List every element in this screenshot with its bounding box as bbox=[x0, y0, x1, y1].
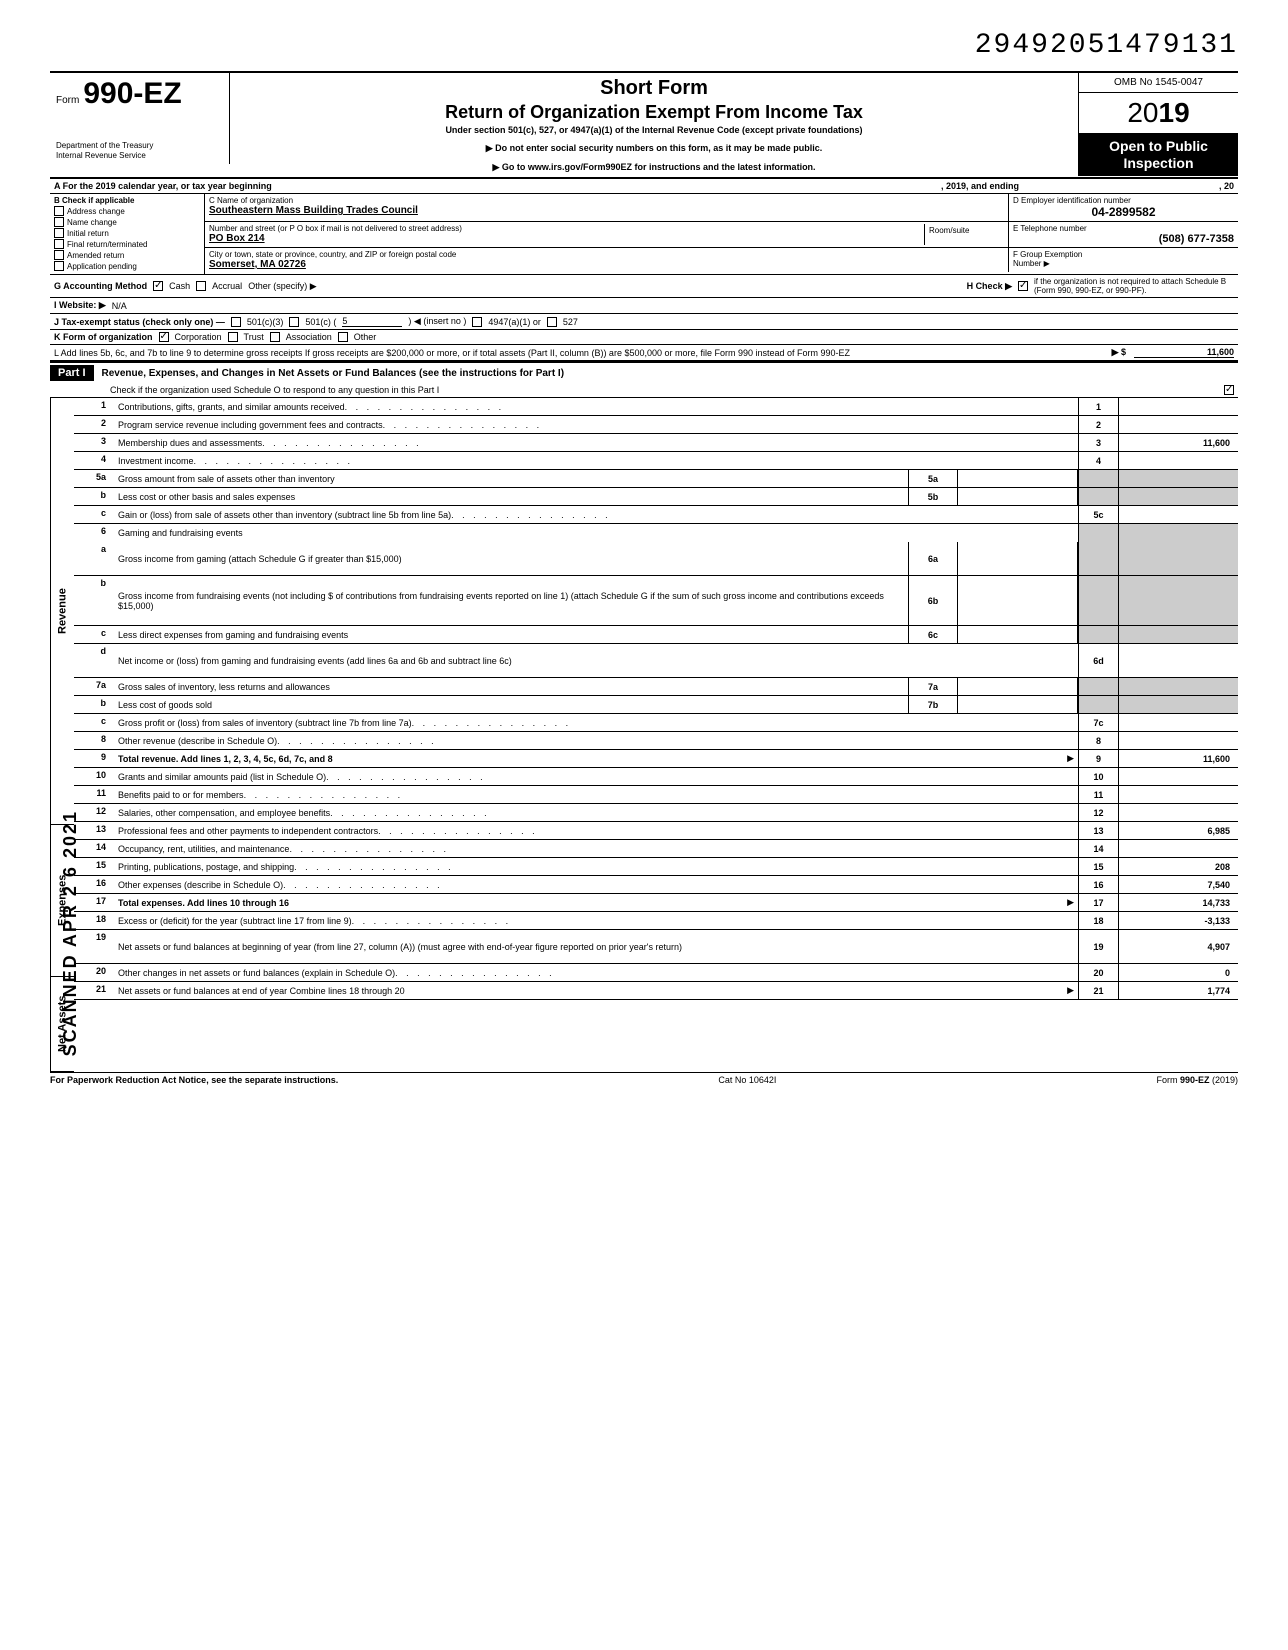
checkbox-cash[interactable] bbox=[153, 281, 163, 291]
city-label: City or town, state or province, country… bbox=[209, 250, 1004, 259]
line-7a: 7aGross sales of inventory, less returns… bbox=[74, 678, 1238, 696]
checkbox-address-change[interactable] bbox=[54, 206, 64, 216]
line-l-gross-receipts: L Add lines 5b, 6c, and 7b to line 9 to … bbox=[50, 345, 1238, 361]
return-title: Return of Organization Exempt From Incom… bbox=[238, 102, 1070, 123]
line-6c: cLess direct expenses from gaming and fu… bbox=[74, 626, 1238, 644]
line-2: 2Program service revenue including gover… bbox=[74, 416, 1238, 434]
line-4: 4Investment income4 bbox=[74, 452, 1238, 470]
checkbox-corporation[interactable] bbox=[159, 332, 169, 342]
line-j-tax-status: J Tax-exempt status (check only one) — 5… bbox=[50, 314, 1238, 330]
form-header: Form 990-EZ Department of the Treasury I… bbox=[50, 71, 1238, 179]
line-7c: cGross profit or (loss) from sales of in… bbox=[74, 714, 1238, 732]
line-9: 9Total revenue. Add lines 1, 2, 3, 4, 5c… bbox=[74, 750, 1238, 768]
subtitle: Under section 501(c), 527, or 4947(a)(1)… bbox=[238, 125, 1070, 135]
short-form-title: Short Form bbox=[238, 77, 1070, 100]
side-label-revenue: Revenue bbox=[50, 398, 74, 825]
dept-irs: Internal Revenue Service bbox=[56, 151, 223, 161]
telephone-value: (508) 677-7358 bbox=[1013, 233, 1234, 245]
checkbox-association[interactable] bbox=[270, 332, 280, 342]
line-5a: 5aGross amount from sale of assets other… bbox=[74, 470, 1238, 488]
line-14: 14Occupancy, rent, utilities, and mainte… bbox=[74, 840, 1238, 858]
checkbox-h-schedule-b[interactable] bbox=[1018, 281, 1028, 291]
line-6: 6Gaming and fundraising events bbox=[74, 524, 1238, 542]
city-state-zip: Somerset, MA 02726 bbox=[209, 259, 1004, 270]
section-b-label: B Check if applicable bbox=[54, 196, 200, 205]
section-f-label: F Group Exemption bbox=[1013, 250, 1234, 259]
line-5c: cGain or (loss) from sale of assets othe… bbox=[74, 506, 1238, 524]
501c-number: 5 bbox=[342, 316, 402, 327]
directive-website: Go to www.irs.gov/Form990EZ for instruct… bbox=[238, 162, 1070, 173]
section-e-label: E Telephone number bbox=[1013, 224, 1234, 233]
checkbox-application-pending[interactable] bbox=[54, 261, 64, 271]
omb-number: OMB No 1545-0047 bbox=[1079, 73, 1238, 93]
line-15: 15Printing, publications, postage, and s… bbox=[74, 858, 1238, 876]
line-1: 1Contributions, gifts, grants, and simil… bbox=[74, 398, 1238, 416]
line-g-accounting: G Accounting Method Cash Accrual Other (… bbox=[50, 275, 1238, 298]
main-financial-table: Revenue Expenses Net Assets 1Contributio… bbox=[50, 398, 1238, 1072]
section-f-number: Number ▶ bbox=[1013, 259, 1234, 268]
line-3: 3Membership dues and assessments311,600 bbox=[74, 434, 1238, 452]
schedule-o-check: Check if the organization used Schedule … bbox=[50, 383, 1238, 398]
dept-treasury: Department of the Treasury bbox=[56, 141, 223, 151]
line-10: 10Grants and similar amounts paid (list … bbox=[74, 768, 1238, 786]
checkbox-527[interactable] bbox=[547, 317, 557, 327]
checkbox-501c3[interactable] bbox=[231, 317, 241, 327]
checkbox-name-change[interactable] bbox=[54, 217, 64, 227]
line-18: 18Excess or (deficit) for the year (subt… bbox=[74, 912, 1238, 930]
section-a-tax-year: A For the 2019 calendar year, or tax yea… bbox=[50, 179, 1238, 194]
checkbox-accrual[interactable] bbox=[196, 281, 206, 291]
directive-ssn: Do not enter social security numbers on … bbox=[238, 143, 1070, 154]
street-label: Number and street (or P O box if mail is… bbox=[209, 224, 924, 233]
line-12: 12Salaries, other compensation, and empl… bbox=[74, 804, 1238, 822]
tax-year: 2019 bbox=[1079, 93, 1238, 134]
org-info-grid: B Check if applicable Address change Nam… bbox=[50, 194, 1238, 275]
line-8: 8Other revenue (describe in Schedule O)8 bbox=[74, 732, 1238, 750]
page-footer: For Paperwork Reduction Act Notice, see … bbox=[50, 1072, 1238, 1085]
checkbox-schedule-o[interactable] bbox=[1224, 385, 1234, 395]
line-16: 16Other expenses (describe in Schedule O… bbox=[74, 876, 1238, 894]
line-11: 11Benefits paid to or for members11 bbox=[74, 786, 1238, 804]
form-prefix: Form bbox=[56, 95, 79, 106]
document-number: 29492051479131 bbox=[50, 30, 1238, 61]
line-6a: aGross income from gaming (attach Schedu… bbox=[74, 542, 1238, 576]
line-6d: dNet income or (loss) from gaming and fu… bbox=[74, 644, 1238, 678]
line-6b: bGross income from fundraising events (n… bbox=[74, 576, 1238, 626]
room-suite-label: Room/suite bbox=[924, 224, 1004, 245]
section-c-label: C Name of organization bbox=[209, 196, 1004, 205]
inspection-notice: Open to Public Inspection bbox=[1079, 134, 1238, 176]
line-17: 17Total expenses. Add lines 10 through 1… bbox=[74, 894, 1238, 912]
checkbox-4947[interactable] bbox=[472, 317, 482, 327]
ein-value: 04-2899582 bbox=[1013, 205, 1234, 219]
street-address: PO Box 214 bbox=[209, 233, 924, 244]
checkbox-final-return[interactable] bbox=[54, 239, 64, 249]
line-20: 20Other changes in net assets or fund ba… bbox=[74, 964, 1238, 982]
line-21: 21Net assets or fund balances at end of … bbox=[74, 982, 1238, 1000]
checkbox-amended-return[interactable] bbox=[54, 250, 64, 260]
checkbox-trust[interactable] bbox=[228, 332, 238, 342]
line-13: 13Professional fees and other payments t… bbox=[74, 822, 1238, 840]
part-1-header: Part I Revenue, Expenses, and Changes in… bbox=[50, 361, 1238, 383]
line-i-website: I Website: ▶ N/A bbox=[50, 298, 1238, 314]
checkbox-other-org[interactable] bbox=[338, 332, 348, 342]
form-number: 990-EZ bbox=[83, 77, 181, 111]
line-19: 19Net assets or fund balances at beginni… bbox=[74, 930, 1238, 964]
organization-name: Southeastern Mass Building Trades Counci… bbox=[209, 205, 1004, 216]
checkbox-initial-return[interactable] bbox=[54, 228, 64, 238]
section-d-label: D Employer identification number bbox=[1013, 196, 1234, 205]
line-k-form-org: K Form of organization Corporation Trust… bbox=[50, 330, 1238, 345]
line-7b: bLess cost of goods sold7b bbox=[74, 696, 1238, 714]
line-5b: bLess cost or other basis and sales expe… bbox=[74, 488, 1238, 506]
checkbox-501c[interactable] bbox=[289, 317, 299, 327]
scanned-stamp: SCANNED APR 2 6 2021 bbox=[60, 810, 81, 1056]
